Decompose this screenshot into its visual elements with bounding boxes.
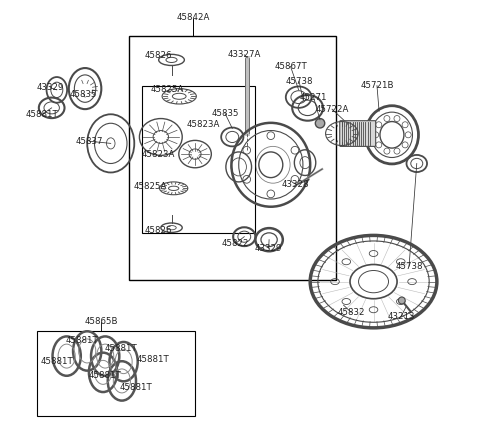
Text: 45842A: 45842A [176, 12, 210, 22]
Text: 45881T: 45881T [136, 355, 169, 364]
Text: 45835: 45835 [211, 109, 239, 118]
Text: 43213: 43213 [387, 312, 415, 321]
Text: 45867T: 45867T [274, 62, 307, 71]
Text: 45881T: 45881T [105, 344, 137, 354]
Text: 45271: 45271 [300, 93, 327, 102]
Text: 45825A: 45825A [151, 85, 184, 95]
Text: 45881T: 45881T [40, 357, 73, 366]
Ellipse shape [315, 119, 325, 128]
Text: 45881T: 45881T [89, 371, 121, 380]
Text: 45825A: 45825A [133, 181, 167, 191]
Text: 45865B: 45865B [84, 317, 118, 327]
Bar [129, 36, 336, 280]
Text: 43327A: 43327A [228, 50, 261, 59]
Ellipse shape [398, 297, 405, 304]
Text: 45881T: 45881T [65, 336, 98, 345]
Text: 43329: 43329 [255, 244, 282, 253]
Text: 43329: 43329 [36, 83, 64, 92]
Text: 45722A: 45722A [315, 104, 348, 114]
Text: 45738: 45738 [285, 77, 313, 86]
Text: 45823A: 45823A [187, 119, 220, 129]
Text: 45823A: 45823A [142, 149, 175, 159]
Text: 45881T: 45881T [26, 110, 59, 119]
Text: 45721B: 45721B [360, 81, 394, 90]
Text: 45826: 45826 [145, 226, 172, 235]
Text: 45822: 45822 [221, 239, 249, 249]
Text: 45881T: 45881T [120, 383, 153, 392]
Text: 45837: 45837 [75, 137, 103, 146]
Text: 45832: 45832 [337, 308, 365, 317]
Bar [142, 86, 255, 233]
Bar [36, 331, 195, 416]
FancyBboxPatch shape [340, 121, 376, 146]
Text: 43328: 43328 [282, 180, 310, 190]
Text: 45826: 45826 [145, 51, 172, 60]
Text: 45738: 45738 [396, 262, 423, 271]
Text: 45835: 45835 [70, 89, 97, 99]
